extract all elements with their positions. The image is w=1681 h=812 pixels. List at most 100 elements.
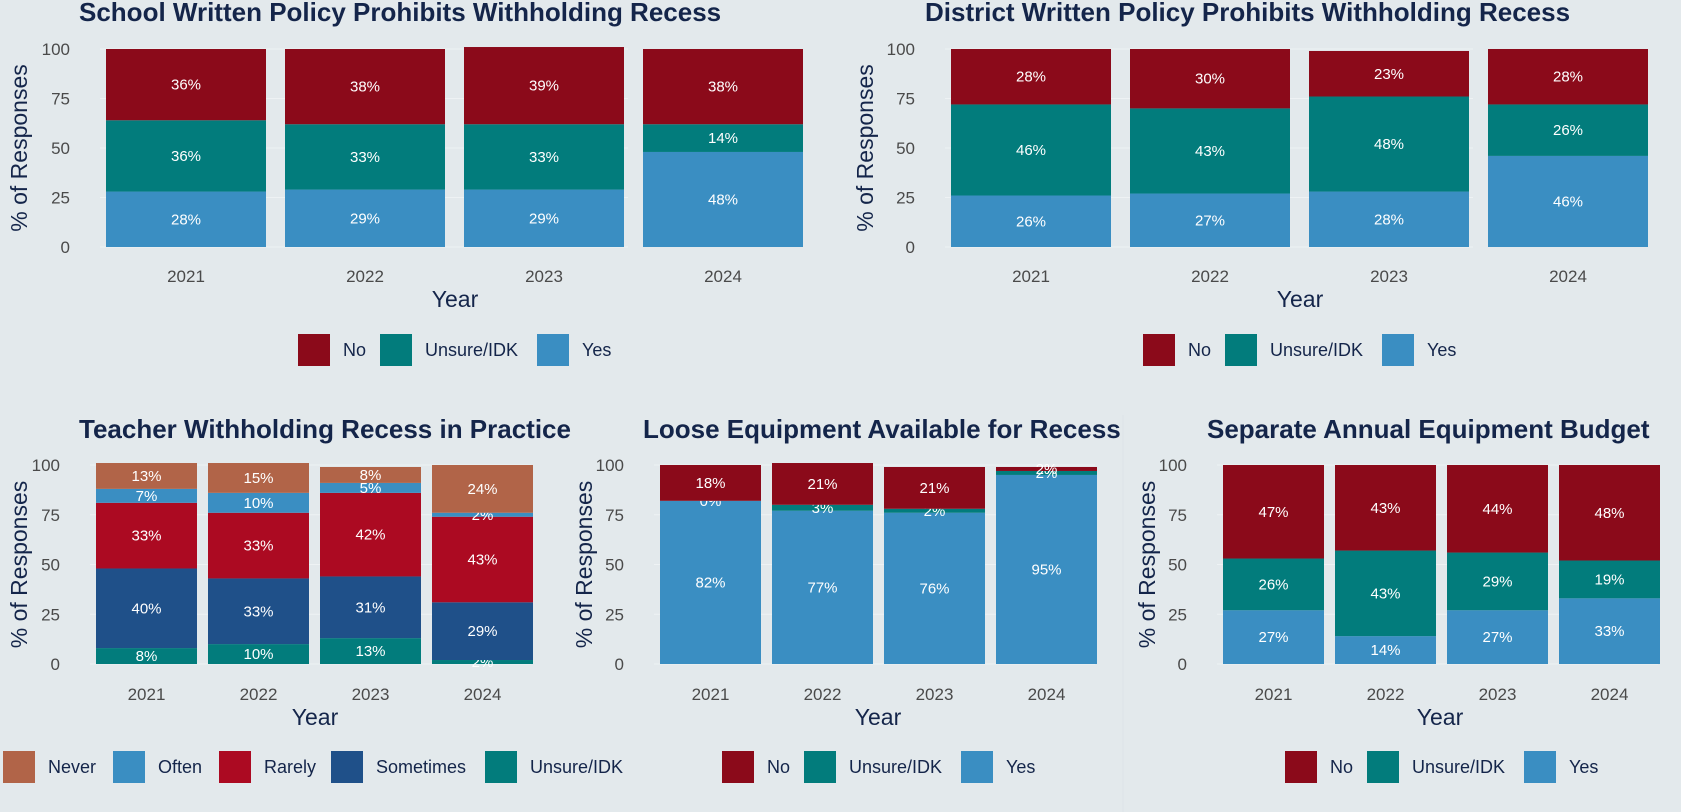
legend-label: Yes — [582, 340, 611, 360]
bar-segment — [320, 482, 421, 493]
data-label: 48% — [1594, 505, 1624, 522]
data-label: 38% — [708, 79, 738, 96]
data-label: 26% — [1016, 213, 1046, 230]
bar-segment — [643, 124, 803, 152]
x-tick-label: 2022 — [1367, 685, 1405, 704]
bar-segment — [1447, 610, 1548, 664]
bar-segment — [106, 191, 266, 247]
y-axis-title: % of Responses — [6, 64, 32, 231]
legend-label: Never — [48, 757, 96, 777]
data-label: 39% — [529, 78, 559, 95]
x-tick-label: 2023 — [352, 685, 390, 704]
x-axis-title: Year — [292, 704, 339, 730]
bar-segment — [320, 466, 421, 483]
bar-segment — [772, 510, 873, 664]
legend-label: Yes — [1006, 757, 1035, 777]
data-label: 43% — [1195, 143, 1225, 160]
data-label: 33% — [350, 149, 380, 166]
bar-segment — [1309, 50, 1469, 97]
legend-swatch — [1382, 334, 1414, 366]
bar-segment — [96, 463, 197, 489]
bar-segment — [96, 502, 197, 569]
bar-segment — [996, 474, 1097, 664]
y-tick-label: 25 — [51, 189, 70, 208]
bar-segment — [1447, 465, 1548, 553]
data-label: 28% — [1553, 69, 1583, 86]
y-tick-label: 75 — [605, 506, 624, 525]
x-tick-label: 2024 — [1028, 685, 1066, 704]
bar-segment — [1223, 610, 1324, 664]
bar-segment — [996, 470, 1097, 475]
data-label: 95% — [1031, 561, 1061, 578]
data-label: 47% — [1258, 504, 1288, 521]
data-label: 29% — [350, 210, 380, 227]
y-tick-label: 25 — [41, 605, 60, 624]
data-label: 46% — [1553, 193, 1583, 210]
y-tick-label: 0 — [61, 238, 70, 257]
chart-panel-2: District Written Policy Prohibits Withho… — [852, 0, 1648, 366]
bar-segment — [208, 492, 309, 513]
data-label: 23% — [1374, 66, 1404, 83]
legend-swatch — [1143, 334, 1175, 366]
bar-segment — [1559, 598, 1660, 664]
legend-label: Unsure/IDK — [425, 340, 518, 360]
bar-segment — [1223, 465, 1324, 559]
data-label: 7% — [136, 488, 158, 505]
data-label: 10% — [243, 646, 273, 663]
data-label: 21% — [807, 476, 837, 493]
bar-segment — [1335, 465, 1436, 551]
bar-segment — [208, 644, 309, 664]
data-label: 27% — [1195, 212, 1225, 229]
x-axis-title: Year — [1417, 704, 1464, 730]
bar-segment — [285, 189, 445, 247]
legend-label: Sometimes — [376, 757, 466, 777]
x-axis-title: Year — [1277, 286, 1324, 312]
bar-segment — [1130, 108, 1290, 194]
legend-swatch — [537, 334, 569, 366]
bar-segment — [884, 512, 985, 664]
y-tick-label: 50 — [51, 139, 70, 158]
x-tick-label: 2023 — [1370, 267, 1408, 286]
y-tick-label: 0 — [51, 655, 60, 674]
y-tick-label: 100 — [42, 40, 70, 59]
bar-segment — [884, 508, 985, 513]
data-label: 29% — [467, 623, 497, 640]
bar-segment — [464, 47, 624, 125]
legend-label: Unsure/IDK — [1270, 340, 1363, 360]
legend-swatch — [1367, 751, 1399, 783]
legend-swatch — [113, 751, 145, 783]
bar-segment — [1130, 193, 1290, 247]
x-tick-label: 2024 — [1549, 267, 1587, 286]
legend-swatch — [380, 334, 412, 366]
legend: No Unsure/IDK Yes — [722, 751, 1035, 783]
bar-segment — [320, 638, 421, 664]
chart-panel-3: Teacher Withholding Recess in Practice 0 2… — [3, 414, 623, 783]
x-tick-label: 2024 — [464, 685, 502, 704]
bar-segment — [951, 195, 1111, 247]
data-label: 46% — [1016, 142, 1046, 159]
legend-label: Unsure/IDK — [849, 757, 942, 777]
data-label: 24% — [467, 481, 497, 498]
bar-segment — [432, 602, 533, 661]
bar-segment — [996, 466, 1097, 471]
data-label: 28% — [171, 211, 201, 228]
legend: No Unsure/IDK Yes — [1285, 751, 1598, 783]
chart-title: Loose Equipment Available for Recess — [643, 414, 1121, 444]
data-label: 48% — [708, 191, 738, 208]
legend-label: Unsure/IDK — [1412, 757, 1505, 777]
legend: No Unsure/IDK Yes — [1143, 334, 1456, 366]
bar-segment — [1335, 550, 1436, 637]
x-tick-label: 2021 — [692, 685, 730, 704]
bar-segment — [106, 49, 266, 121]
data-label: 33% — [1594, 623, 1624, 640]
data-label: 26% — [1258, 576, 1288, 593]
data-label: 26% — [1553, 122, 1583, 139]
y-tick-label: 100 — [887, 40, 915, 59]
bar-segment — [1309, 191, 1469, 247]
data-label: 33% — [243, 603, 273, 620]
bar-segment — [660, 500, 761, 664]
legend-swatch — [1524, 751, 1556, 783]
legend-swatch — [3, 751, 35, 783]
y-tick-label: 25 — [1168, 605, 1187, 624]
bar-segment — [1335, 636, 1436, 664]
